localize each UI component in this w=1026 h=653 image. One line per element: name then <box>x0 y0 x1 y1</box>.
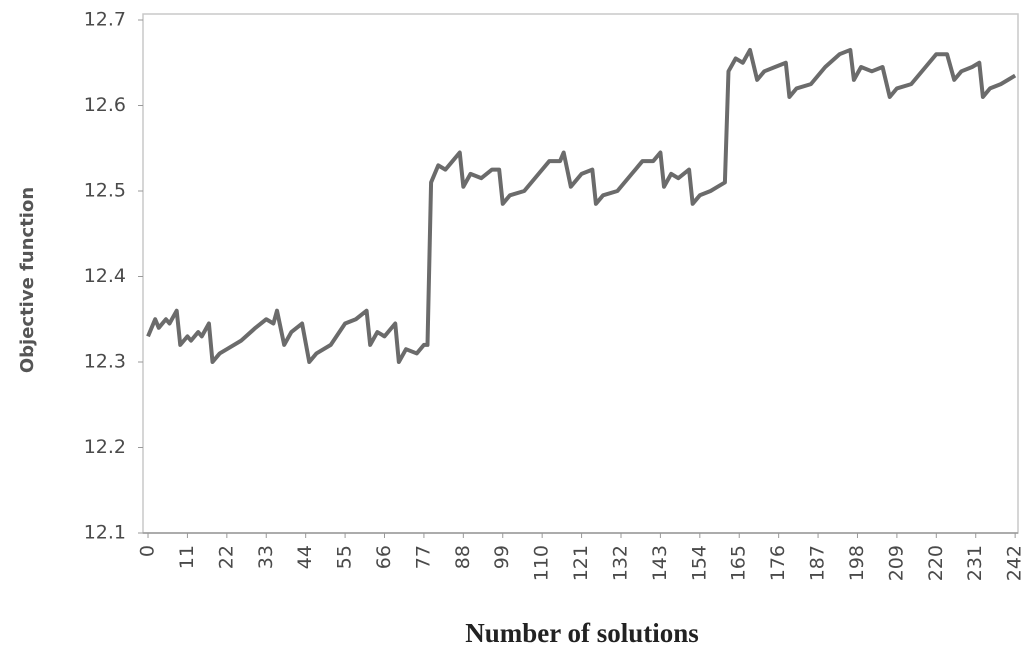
x-tick-label: 22 <box>215 545 237 569</box>
x-tick-label: 44 <box>294 545 316 569</box>
y-tick-label: 12.3 <box>84 351 126 373</box>
data-line <box>146 47 1017 364</box>
x-tick-label: 110 <box>531 545 553 581</box>
x-tick-label: 55 <box>334 545 356 569</box>
x-tick-label: 198 <box>846 545 868 581</box>
x-tick-label: 176 <box>767 545 789 581</box>
x-tick-label: 209 <box>885 545 907 581</box>
y-tick-label: 12.4 <box>84 265 126 287</box>
x-tick-label: 66 <box>373 545 395 569</box>
x-axis-label: Number of solutions <box>465 618 699 648</box>
y-axis-label: Objective function <box>17 187 38 373</box>
x-tick-label: 77 <box>412 545 434 569</box>
x-tick-label: 121 <box>570 545 592 581</box>
x-tick-label: 33 <box>255 545 277 569</box>
x-tick-label: 11 <box>176 545 198 569</box>
x-tick-label: 132 <box>609 545 631 581</box>
x-tick-label: 143 <box>649 545 671 581</box>
x-tick-label: 231 <box>964 545 986 581</box>
y-tick-label: 12.2 <box>84 436 126 458</box>
y-tick-label: 12.5 <box>84 180 126 202</box>
x-tick-label: 88 <box>452 545 474 569</box>
x-tick-label: 220 <box>925 545 947 581</box>
x-tick-label: 99 <box>491 545 513 569</box>
x-tick-label: 187 <box>807 545 829 581</box>
x-tick-label: 165 <box>728 545 750 581</box>
y-tick-label: 12.1 <box>84 522 126 544</box>
y-tick-label: 12.6 <box>84 94 126 116</box>
x-tick-label: 242 <box>1004 545 1026 581</box>
y-tick-label: 12.7 <box>84 9 126 31</box>
x-tick-label: 154 <box>688 545 710 581</box>
x-tick-label: 0 <box>137 545 159 557</box>
